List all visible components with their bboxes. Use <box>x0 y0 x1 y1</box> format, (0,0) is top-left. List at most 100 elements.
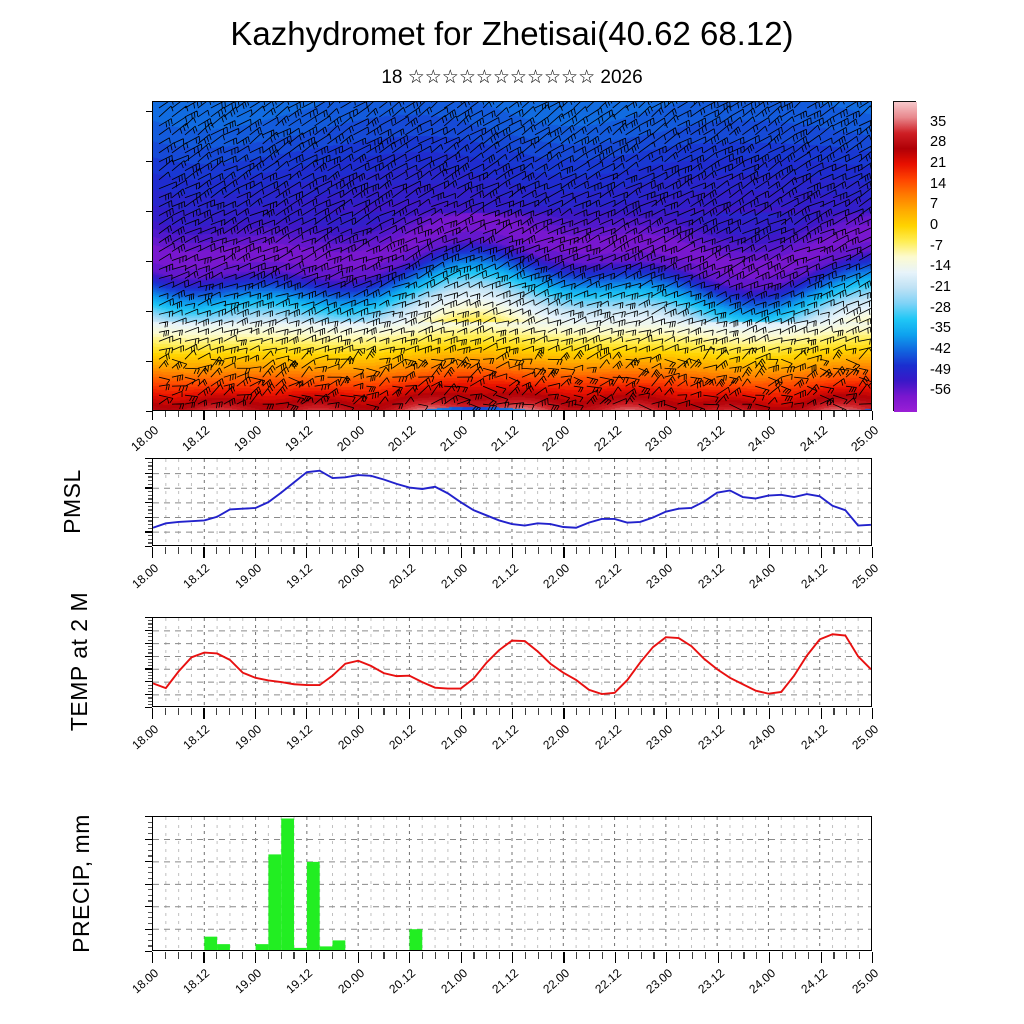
x-axis-tick <box>512 952 514 963</box>
x-axis-tick <box>666 547 668 558</box>
x-axis-minor-tick <box>422 708 424 715</box>
cross-section-plot[interactable] <box>152 101 872 411</box>
colorbar-tick-label: -7 <box>930 237 943 254</box>
x-axis-minor-tick <box>550 708 552 715</box>
subtitle-day: 18 <box>381 67 403 88</box>
cross-section-y-tick <box>146 211 152 213</box>
x-axis-minor-tick <box>396 547 398 554</box>
temp-plot[interactable] <box>152 617 872 707</box>
x-axis-label: 23.12 <box>694 423 727 455</box>
x-axis-label: 18.00 <box>129 966 162 997</box>
x-axis-tick <box>614 708 617 719</box>
x-axis-label: 24.12 <box>796 423 830 455</box>
x-axis-minor-tick <box>859 547 861 554</box>
x-axis-minor-tick <box>280 708 282 715</box>
x-axis-minor-tick <box>190 708 192 715</box>
temp-y-minor-tick <box>148 658 152 660</box>
x-axis-minor-tick <box>602 952 604 959</box>
x-axis-minor-tick <box>190 411 192 417</box>
temp-y-minor-tick <box>148 684 152 686</box>
x-axis-minor-tick <box>319 952 321 959</box>
precip-y-minor-tick <box>148 827 152 829</box>
x-axis-minor-tick <box>807 708 809 715</box>
temp-y-tick <box>145 694 152 696</box>
x-axis-minor-tick <box>846 952 848 959</box>
x-axis-minor-tick <box>293 952 295 959</box>
precip-y-minor-tick <box>148 844 152 846</box>
temp-y-minor-tick <box>148 636 152 638</box>
x-axis-minor-tick <box>576 547 578 554</box>
temp-y-minor-tick <box>148 703 152 705</box>
x-axis-label: 23.00 <box>643 966 676 997</box>
x-axis-minor-tick <box>267 952 269 959</box>
temp-y-tick <box>145 681 152 683</box>
pmsl-y-tick <box>145 487 152 489</box>
x-axis-minor-tick <box>486 411 488 417</box>
x-axis-tick <box>152 547 154 558</box>
x-axis-tick <box>357 952 359 963</box>
x-axis-tick <box>357 411 359 420</box>
x-axis-minor-tick <box>756 547 758 554</box>
x-axis-tick <box>872 708 874 719</box>
x-axis-minor-tick <box>190 547 192 554</box>
x-axis-tick <box>717 411 719 420</box>
x-axis-minor-tick <box>653 547 655 554</box>
x-axis-tick <box>563 547 565 558</box>
temp-axis-label: TEMP at 2 M <box>66 591 93 732</box>
x-axis-minor-tick <box>537 952 539 959</box>
x-axis-minor-tick <box>216 952 218 959</box>
x-axis-minor-tick <box>653 411 655 417</box>
x-axis-minor-tick <box>486 952 488 959</box>
x-axis-minor-tick <box>370 411 372 417</box>
x-axis-minor-tick <box>229 411 231 417</box>
precip-y-minor-tick <box>148 939 152 941</box>
x-axis-minor-tick <box>743 411 745 417</box>
precip-bar <box>306 861 320 950</box>
x-axis-label: 18.12 <box>179 423 213 455</box>
x-axis-minor-tick <box>627 708 629 715</box>
x-axis-label: 21.00 <box>437 561 470 592</box>
x-axis-tick <box>357 547 359 558</box>
x-axis-label: 22.00 <box>540 722 573 753</box>
pmsl-y-tick <box>145 546 152 548</box>
x-axis-minor-tick <box>229 708 231 715</box>
x-axis-minor-tick <box>447 708 449 715</box>
subtitle-month-glyphs: ☆☆☆☆☆☆☆☆☆☆☆ <box>407 67 596 88</box>
x-axis-label: 24.00 <box>746 561 779 592</box>
x-axis-tick <box>769 547 771 558</box>
cross-section-y-tick <box>146 411 152 413</box>
precip-bar <box>281 818 295 950</box>
x-axis-minor-tick <box>267 411 269 417</box>
x-axis-minor-tick <box>550 411 552 417</box>
x-axis-tick <box>512 547 514 558</box>
temp-y-minor-tick <box>148 697 152 699</box>
x-axis-minor-tick <box>833 952 835 959</box>
x-axis-tick <box>203 411 205 420</box>
x-axis-minor-tick <box>589 708 591 715</box>
x-axis-tick <box>460 547 462 558</box>
temperature-colorbar[interactable] <box>893 101 917 412</box>
pmsl-plot[interactable] <box>152 458 872 546</box>
x-axis-minor-tick <box>434 708 437 715</box>
x-axis-minor-tick <box>550 952 552 959</box>
precip-bars <box>153 817 871 950</box>
temp-y-minor-tick <box>148 690 152 693</box>
x-axis-label: 19.00 <box>231 423 265 455</box>
x-axis-label: 23.00 <box>643 722 676 753</box>
x-axis-tick <box>357 708 359 719</box>
x-axis-label: 22.12 <box>592 561 625 592</box>
x-axis-minor-tick <box>383 547 385 554</box>
x-axis-tick <box>306 952 308 963</box>
x-axis-minor-tick <box>422 411 424 417</box>
x-axis-minor-tick <box>602 411 604 417</box>
temp-y-minor-tick <box>148 662 152 664</box>
precip-bar <box>268 854 282 950</box>
x-axis-minor-tick <box>704 547 707 554</box>
x-axis-label: 24.00 <box>746 722 779 753</box>
x-axis-minor-tick <box>422 952 424 959</box>
precip-plot[interactable] <box>152 816 872 951</box>
x-axis-tick <box>460 952 462 963</box>
x-axis-minor-tick <box>756 708 758 715</box>
cross-section-y-tick <box>146 261 152 263</box>
x-axis-minor-tick <box>653 708 655 715</box>
